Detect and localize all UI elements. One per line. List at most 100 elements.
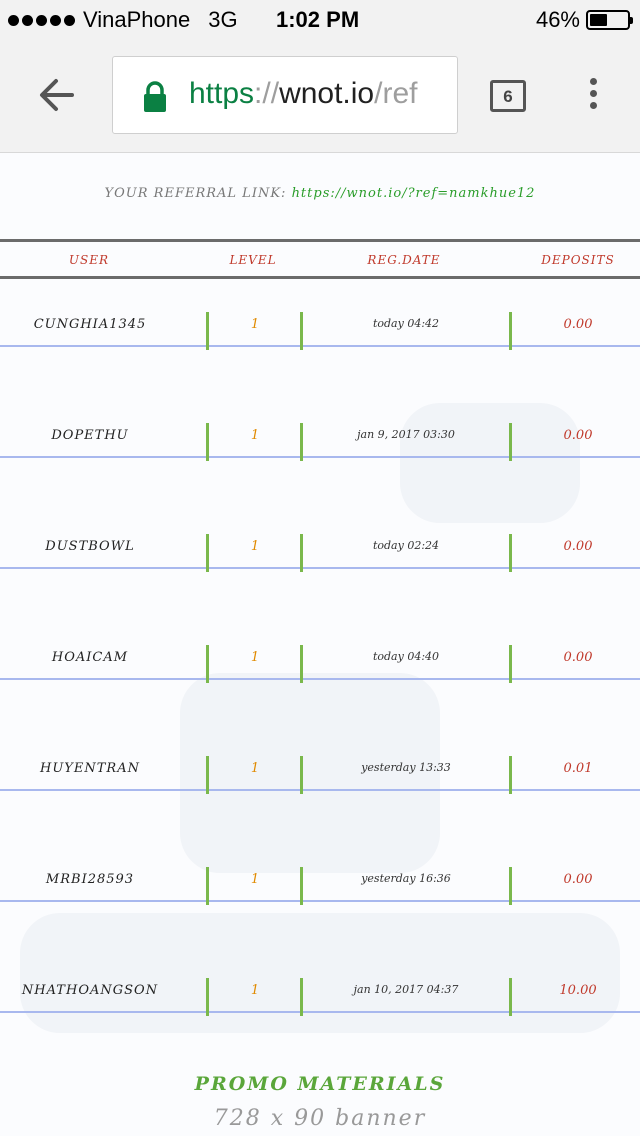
cell-regdate: yesterday 16:36 — [361, 872, 451, 885]
status-right: 46% — [535, 7, 633, 33]
column-divider — [206, 645, 209, 683]
table-top-rule — [0, 239, 640, 242]
referral-link-label: YOUR REFERRAL LINK: — [104, 186, 287, 201]
cell-level: 1 — [250, 872, 260, 887]
column-divider — [300, 534, 303, 572]
column-divider — [206, 867, 209, 905]
cell-deposits: 0.00 — [563, 317, 593, 332]
back-button[interactable] — [32, 70, 82, 120]
column-divider — [300, 978, 303, 1016]
row-underline — [0, 567, 640, 569]
cell-deposits: 0.00 — [563, 539, 593, 554]
carrier-name: VinaPhone — [83, 7, 191, 32]
column-divider — [300, 867, 303, 905]
cell-level: 1 — [250, 428, 260, 443]
cell-regdate: jan 9, 2017 03:30 — [357, 428, 455, 441]
web-page: YOUR REFERRAL LINK: https://wnot.io/?ref… — [0, 153, 640, 1136]
cell-user: MRBI28593 — [45, 872, 135, 887]
browser-toolbar: https://wnot.io/ref 6 — [0, 40, 640, 153]
table-header-rule — [0, 276, 640, 279]
tab-switcher-button[interactable]: 6 — [490, 80, 526, 112]
table-row: HOAICAM 1 today 04:40 0.00 — [0, 638, 640, 698]
header-deposits: DEPOSITS — [541, 253, 615, 267]
background-texture — [20, 913, 620, 1033]
cell-user: HUYENTRAN — [40, 761, 140, 776]
cell-deposits: 0.00 — [563, 872, 593, 887]
column-divider — [300, 312, 303, 350]
cell-level: 1 — [250, 983, 260, 998]
cell-regdate: yesterday 13:33 — [361, 761, 451, 774]
cell-deposits: 10.00 — [559, 983, 597, 998]
network-type: 3G — [208, 7, 238, 32]
cell-regdate: today 04:40 — [372, 650, 440, 663]
battery-icon — [586, 10, 633, 30]
column-divider — [206, 534, 209, 572]
column-divider — [509, 534, 512, 572]
table-header: USER LEVEL REG.DATE DEPOSITS — [0, 253, 640, 273]
clock: 1:02 PM — [276, 7, 360, 32]
column-divider — [206, 312, 209, 350]
column-divider — [509, 867, 512, 905]
battery-percent: 46% — [535, 7, 580, 32]
column-divider — [206, 756, 209, 794]
cell-user: NHATHOANGSON — [21, 983, 159, 998]
background-texture — [400, 403, 580, 523]
cell-level: 1 — [250, 317, 260, 332]
cell-level: 1 — [250, 650, 260, 665]
cell-deposits: 0.01 — [563, 761, 593, 776]
cell-user: CUNGHIA1345 — [33, 317, 147, 332]
cell-user: DUSTBOWL — [45, 539, 135, 554]
cell-user: DOPETHU — [51, 428, 129, 443]
cell-deposits: 0.00 — [563, 650, 593, 665]
table-row: DOPETHU 1 jan 9, 2017 03:30 0.00 — [0, 416, 640, 476]
battery-fill — [590, 14, 607, 26]
table-row: HUYENTRAN 1 yesterday 13:33 0.01 — [0, 749, 640, 809]
column-divider — [509, 423, 512, 461]
cell-level: 1 — [250, 761, 260, 776]
signal-strength-icon — [8, 14, 75, 26]
header-level: LEVEL — [229, 253, 277, 267]
table-row: MRBI28593 1 yesterday 16:36 0.00 — [0, 860, 640, 920]
column-divider — [300, 423, 303, 461]
column-divider — [206, 423, 209, 461]
column-divider — [300, 645, 303, 683]
column-divider — [300, 756, 303, 794]
status-left: VinaPhone 3G — [8, 7, 238, 33]
cell-regdate: today 04:42 — [372, 317, 440, 330]
row-underline — [0, 345, 640, 347]
column-divider — [509, 756, 512, 794]
row-underline — [0, 789, 640, 791]
overflow-menu-button[interactable] — [580, 78, 606, 114]
row-underline — [0, 1011, 640, 1013]
cell-regdate: today 02:24 — [372, 539, 440, 552]
status-bar: VinaPhone 3G 1:02 PM 46% — [0, 0, 640, 40]
address-bar[interactable]: https://wnot.io/ref — [112, 56, 458, 134]
promo-title: PROMO MATERIALS — [194, 1073, 446, 1095]
table-row: NHATHOANGSON 1 jan 10, 2017 04:37 10.00 — [0, 971, 640, 1031]
url-host: wnot.io — [279, 77, 375, 110]
column-divider — [509, 645, 512, 683]
url-scheme: https — [189, 77, 255, 110]
column-divider — [509, 978, 512, 1016]
row-underline — [0, 456, 640, 458]
row-underline — [0, 900, 640, 902]
referral-link[interactable]: https://wnot.io/?ref=namkhue12 — [291, 186, 536, 201]
header-regdate: REG.DATE — [367, 253, 441, 267]
referral-link-row: YOUR REFERRAL LINK: https://wnot.io/?ref… — [0, 186, 640, 201]
promo-subtitle: 728 x 90 banner — [213, 1106, 427, 1131]
cell-user: HOAICAM — [51, 650, 129, 665]
lock-icon — [144, 81, 166, 112]
url-separator: :// — [254, 77, 280, 110]
column-divider — [206, 978, 209, 1016]
url-path: /ref — [374, 77, 418, 110]
table-row: CUNGHIA1345 1 today 04:42 0.00 — [0, 305, 640, 365]
column-divider — [509, 312, 512, 350]
url-text: https://wnot.io/ref — [189, 77, 417, 111]
cell-level: 1 — [250, 539, 260, 554]
header-user: USER — [68, 253, 110, 267]
row-underline — [0, 678, 640, 680]
cell-regdate: jan 10, 2017 04:37 — [353, 983, 459, 996]
background-texture — [180, 673, 440, 873]
table-row: DUSTBOWL 1 today 02:24 0.00 — [0, 527, 640, 587]
back-arrow-icon — [40, 79, 74, 111]
